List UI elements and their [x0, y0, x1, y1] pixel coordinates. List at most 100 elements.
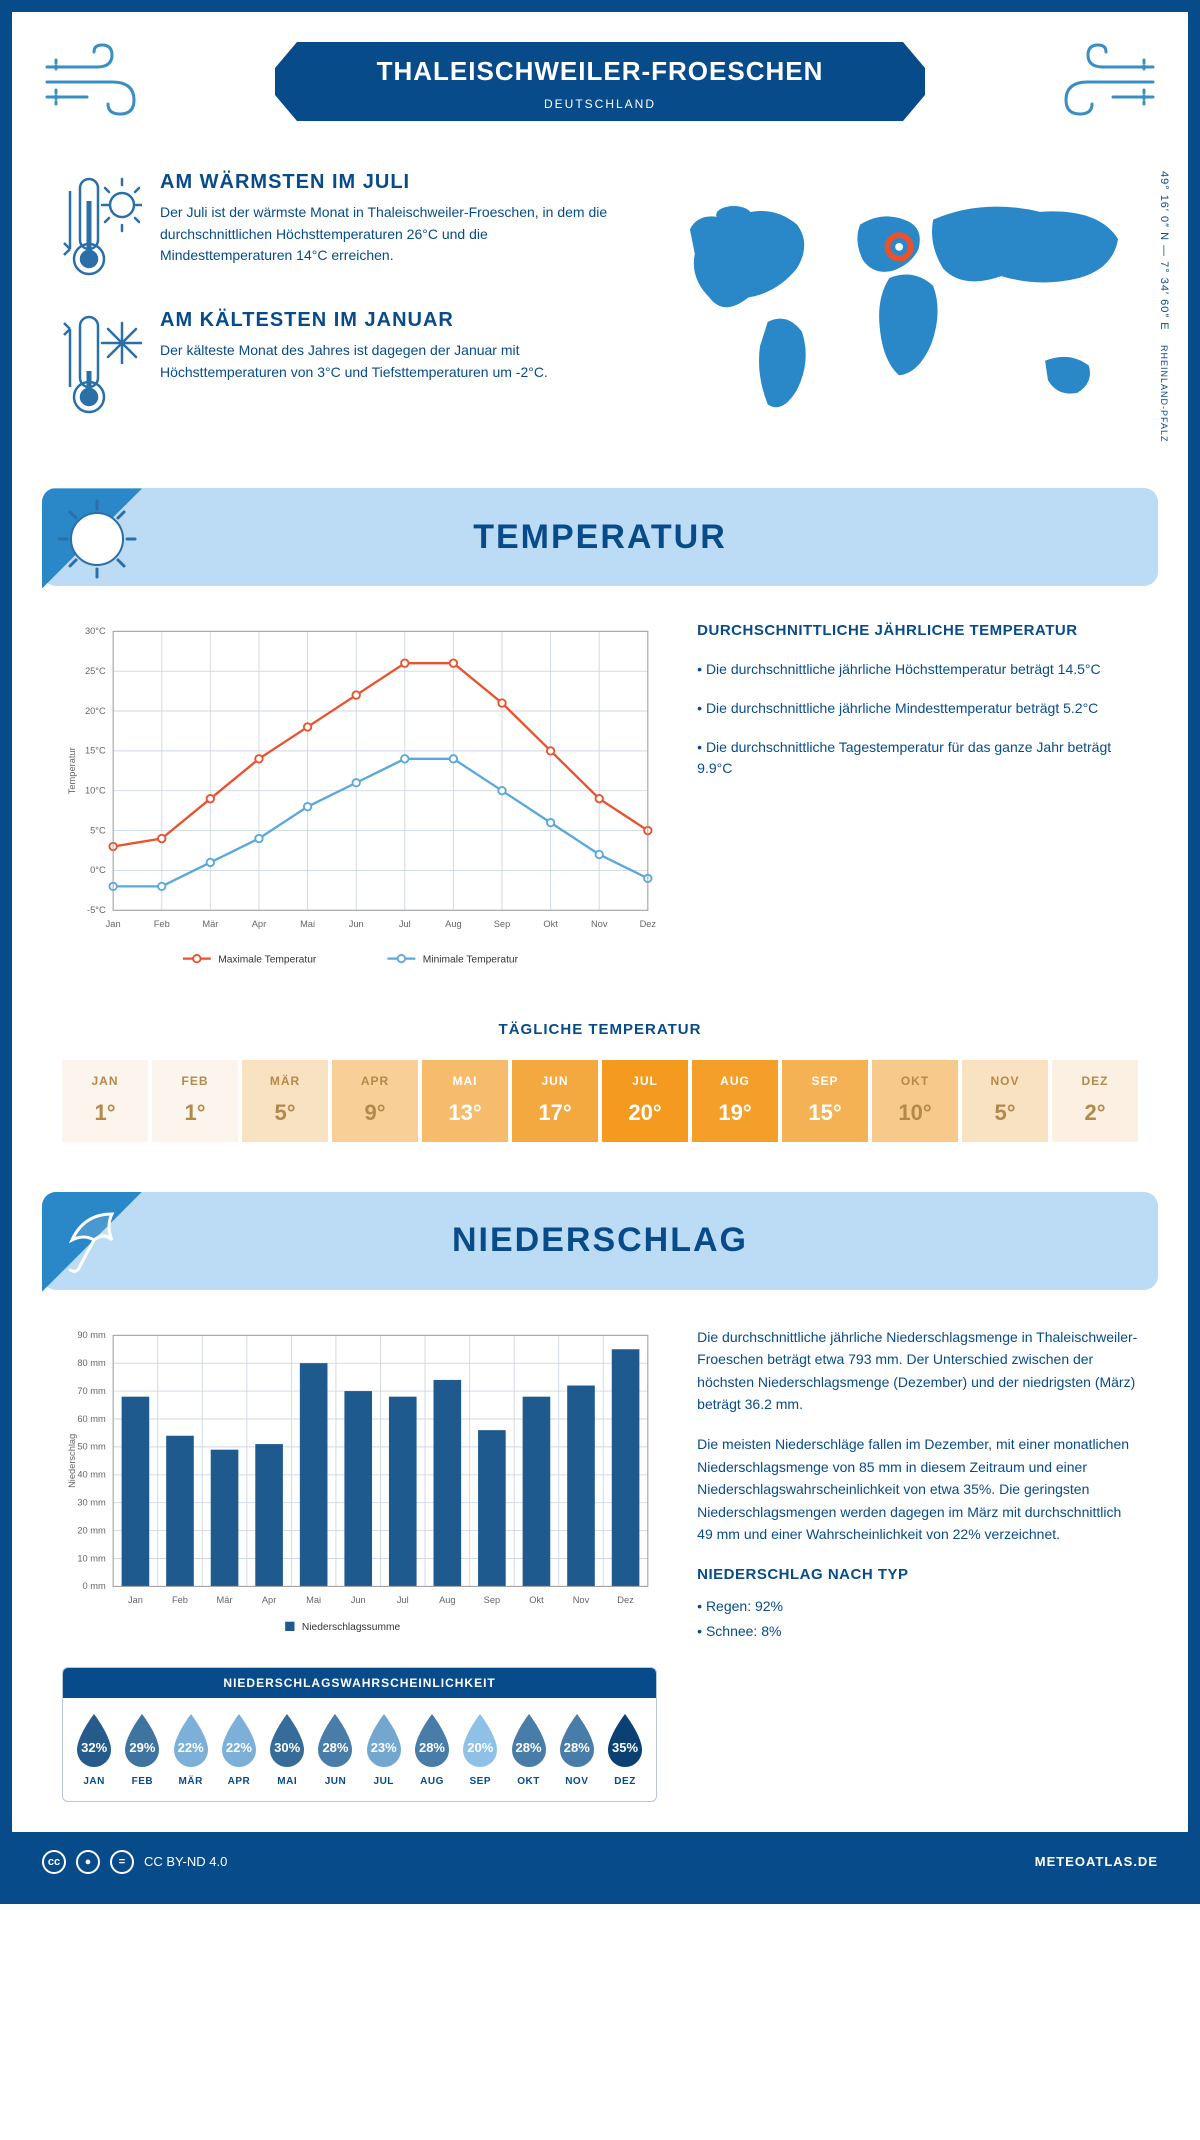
daily-temp-cell: MÄR5° — [242, 1060, 328, 1142]
cc-icon: cc — [42, 1850, 66, 1874]
precip-text-2: Die meisten Niederschläge fallen im Deze… — [697, 1433, 1138, 1545]
precip-bar-chart: 0 mm 10 mm 20 mm 30 mm 40 mm 50 mm 60 mm 70 mm 8… — [62, 1326, 657, 1642]
prob-cell: 23% JUL — [361, 1712, 407, 1787]
svg-text:Okt: Okt — [529, 1595, 544, 1605]
svg-text:Maximale Temperatur: Maximale Temperatur — [218, 955, 317, 966]
svg-text:90 mm: 90 mm — [77, 1330, 106, 1340]
header: THALEISCHWEILER-FROESCHEN DEUTSCHLAND — [12, 12, 1188, 141]
sun-icon — [54, 496, 140, 582]
license-text: CC BY-ND 4.0 — [144, 1854, 227, 1869]
warm-text: Der Juli ist der wärmste Monat in Thalei… — [160, 202, 621, 267]
svg-text:0 mm: 0 mm — [83, 1581, 106, 1591]
prob-cell: 28% NOV — [554, 1712, 600, 1787]
svg-text:-5°C: -5°C — [87, 905, 106, 915]
svg-text:20 mm: 20 mm — [77, 1525, 106, 1535]
precip-section-header: NIEDERSCHLAG — [42, 1192, 1158, 1290]
svg-text:Jan: Jan — [128, 1595, 143, 1605]
svg-text:80 mm: 80 mm — [77, 1358, 106, 1368]
daily-temp-cell: SEP15° — [782, 1060, 868, 1142]
svg-text:25°C: 25°C — [85, 666, 106, 676]
prob-cell: 28% JUN — [312, 1712, 358, 1787]
svg-text:Aug: Aug — [445, 919, 462, 929]
temperature-section-header: TEMPERATUR — [42, 488, 1158, 586]
page-subtitle: DEUTSCHLAND — [377, 97, 824, 111]
svg-text:Apr: Apr — [252, 919, 266, 929]
svg-text:0°C: 0°C — [90, 866, 106, 876]
svg-text:Sep: Sep — [484, 1595, 501, 1605]
prob-cell: 22% MÄR — [168, 1712, 214, 1787]
svg-text:Jan: Jan — [106, 919, 121, 929]
svg-text:Aug: Aug — [439, 1595, 456, 1605]
svg-text:Nov: Nov — [573, 1595, 590, 1605]
brand-text: METEOATLAS.DE — [1035, 1854, 1158, 1869]
coordinates: 49° 16′ 0″ N — 7° 34′ 60″ E RHEINLAND-PF… — [1158, 171, 1170, 442]
cold-heading: AM KÄLTESTEN IM JANUAR — [160, 309, 621, 332]
svg-text:30 mm: 30 mm — [77, 1497, 106, 1507]
daily-temp-heading: TÄGLICHE TEMPERATUR — [62, 1021, 1138, 1038]
temp-b1: • Die durchschnittliche jährliche Höchst… — [697, 659, 1138, 680]
svg-text:Apr: Apr — [262, 1595, 276, 1605]
daily-temp-cell: AUG19° — [692, 1060, 778, 1142]
precip-type-heading: NIEDERSCHLAG NACH TYP — [697, 1563, 1138, 1587]
prob-cell: 28% OKT — [505, 1712, 551, 1787]
temp-b3: • Die durchschnittliche Tagestemperatur … — [697, 737, 1138, 779]
thermometer-hot-icon — [62, 171, 142, 281]
prob-cell: 22% APR — [216, 1712, 262, 1787]
svg-text:Mär: Mär — [217, 1595, 233, 1605]
temp-side-heading: DURCHSCHNITTLICHE JÄHRLICHE TEMPERATUR — [697, 622, 1138, 639]
warm-heading: AM WÄRMSTEN IM JULI — [160, 171, 621, 194]
svg-text:30°C: 30°C — [85, 627, 106, 637]
svg-text:Minimale Temperatur: Minimale Temperatur — [423, 955, 519, 966]
world-map — [651, 171, 1138, 448]
precip-text-1: Die durchschnittliche jährliche Niedersc… — [697, 1326, 1138, 1416]
daily-temp-cell: DEZ2° — [1052, 1060, 1138, 1142]
svg-text:Dez: Dez — [617, 1595, 634, 1605]
prob-cell: 28% AUG — [409, 1712, 455, 1787]
cold-text: Der kälteste Monat des Jahres ist dagege… — [160, 340, 621, 383]
svg-text:Jul: Jul — [399, 919, 411, 929]
svg-text:Dez: Dez — [640, 919, 657, 929]
svg-text:70 mm: 70 mm — [77, 1386, 106, 1396]
svg-text:Mai: Mai — [300, 919, 315, 929]
svg-text:Feb: Feb — [154, 919, 170, 929]
thermometer-cold-icon — [62, 309, 142, 419]
footer: cc ● = CC BY-ND 4.0 METEOATLAS.DE — [12, 1832, 1188, 1892]
daily-temp-cell: NOV5° — [962, 1060, 1048, 1142]
daily-temp-cell: OKT10° — [872, 1060, 958, 1142]
daily-temp-cell: MAI13° — [422, 1060, 508, 1142]
svg-text:20°C: 20°C — [85, 706, 106, 716]
prob-cell: 30% MAI — [264, 1712, 310, 1787]
temp-b2: • Die durchschnittliche jährliche Mindes… — [697, 698, 1138, 719]
wind-icon-left — [42, 42, 152, 122]
svg-text:60 mm: 60 mm — [77, 1414, 106, 1424]
temperature-line-chart: -5°C 0°C 5°C 10°C 15°C 20°C 25°C 30°C Jan Feb Mär A… — [62, 622, 657, 975]
page-title: THALEISCHWEILER-FROESCHEN — [377, 56, 824, 87]
prob-cell: 32% JAN — [71, 1712, 117, 1787]
umbrella-icon — [54, 1200, 140, 1286]
svg-text:Sep: Sep — [494, 919, 511, 929]
wind-icon-right — [1048, 42, 1158, 122]
svg-text:Jun: Jun — [349, 919, 364, 929]
prob-title: NIEDERSCHLAGSWAHRSCHEINLICHKEIT — [63, 1668, 656, 1698]
svg-text:15°C: 15°C — [85, 746, 106, 756]
daily-temp-cell: JUN17° — [512, 1060, 598, 1142]
daily-temp-cell: APR9° — [332, 1060, 418, 1142]
prob-cell: 35% DEZ — [602, 1712, 648, 1787]
svg-text:10 mm: 10 mm — [77, 1553, 106, 1563]
svg-text:50 mm: 50 mm — [77, 1441, 106, 1451]
daily-temp-cell: JUL20° — [602, 1060, 688, 1142]
daily-temp-cell: FEB1° — [152, 1060, 238, 1142]
nd-icon: = — [110, 1850, 134, 1874]
svg-text:Niederschlagssumme: Niederschlagssumme — [302, 1622, 401, 1633]
precip-type-1: • Regen: 92% — [697, 1595, 1138, 1617]
svg-text:Mär: Mär — [202, 919, 218, 929]
svg-text:Jul: Jul — [397, 1595, 409, 1605]
svg-text:5°C: 5°C — [90, 826, 106, 836]
daily-temp-cell: JAN1° — [62, 1060, 148, 1142]
svg-text:Okt: Okt — [543, 919, 558, 929]
svg-text:Feb: Feb — [172, 1595, 188, 1605]
svg-text:10°C: 10°C — [85, 786, 106, 796]
prob-cell: 20% SEP — [457, 1712, 503, 1787]
by-icon: ● — [76, 1850, 100, 1874]
svg-text:40 mm: 40 mm — [77, 1469, 106, 1479]
